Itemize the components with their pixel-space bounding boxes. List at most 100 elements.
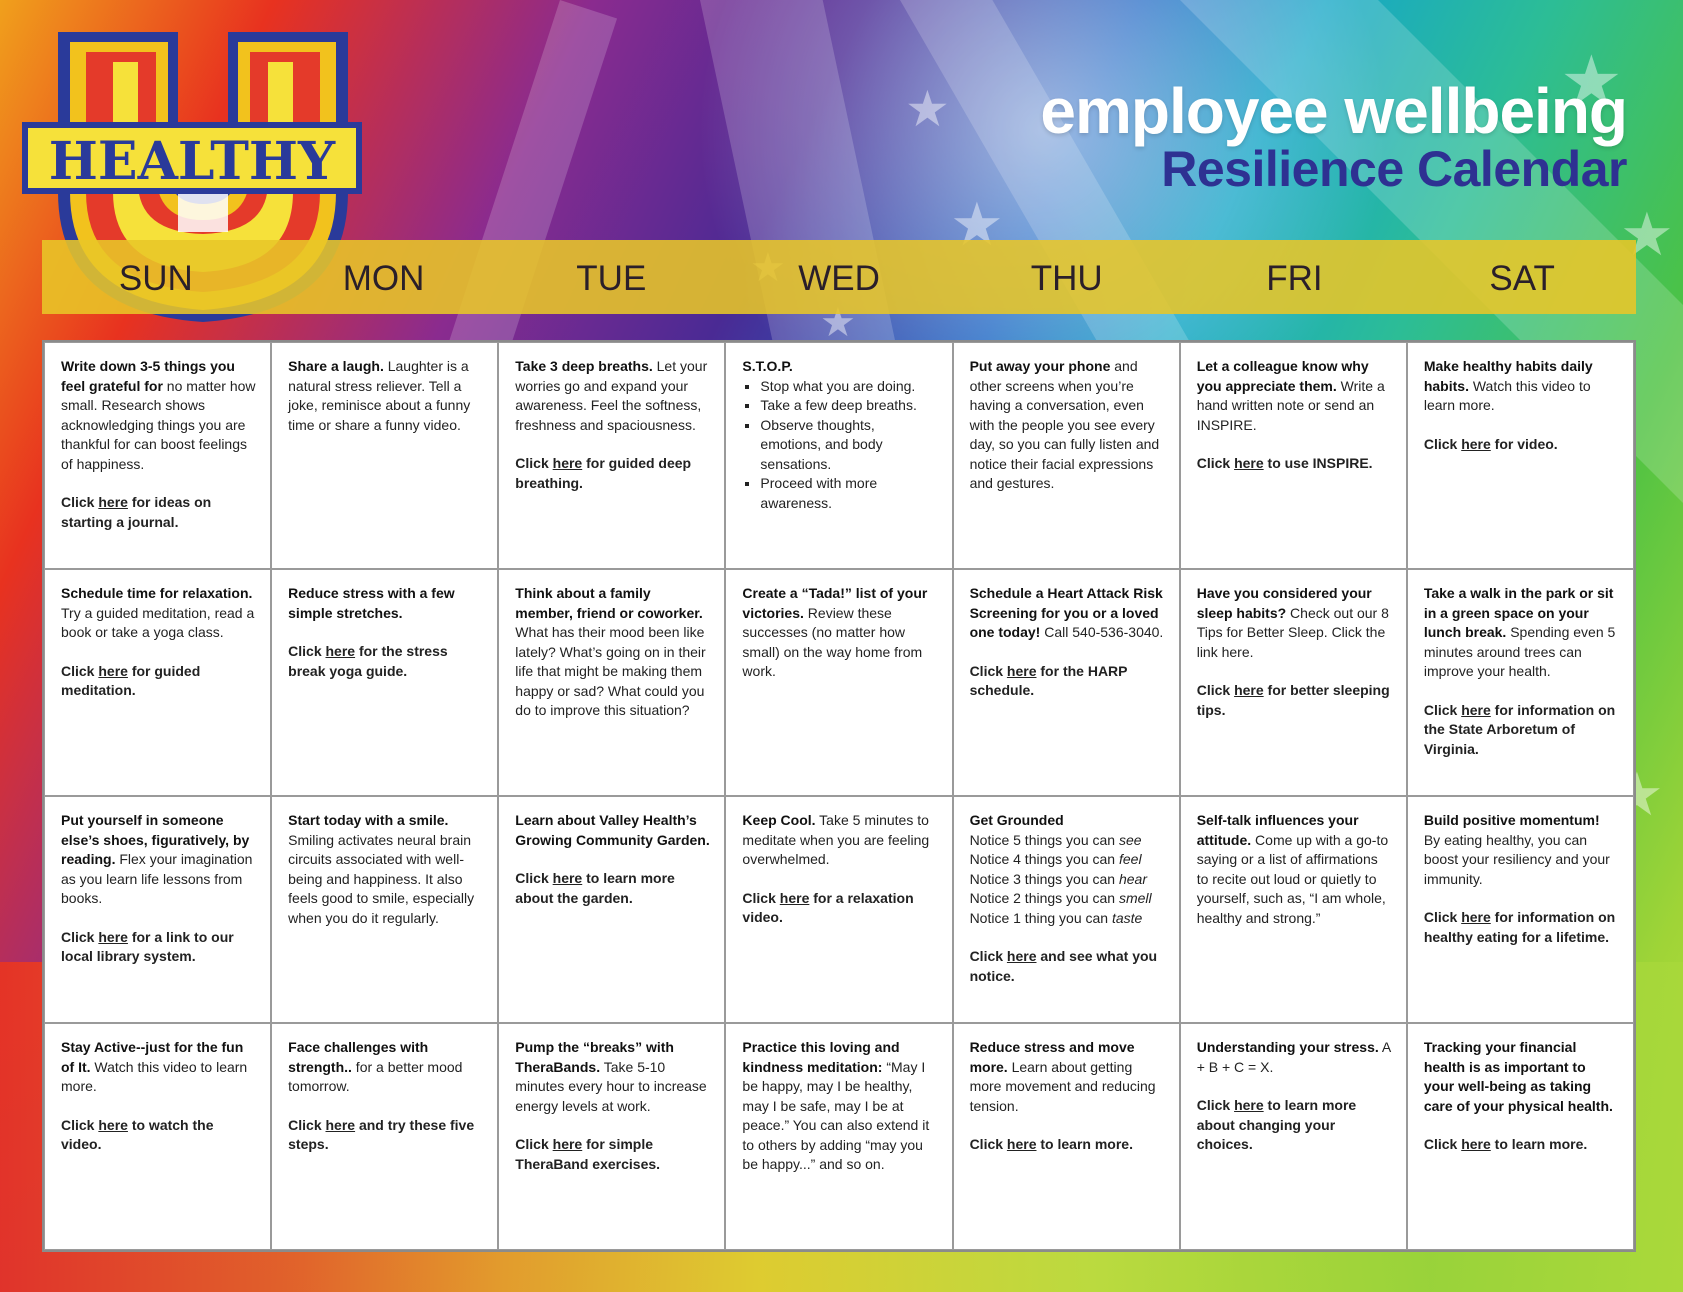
cell-line-text: Notice 4 things you can	[969, 851, 1119, 867]
calendar-cell: Stay Active--just for the fun of It. Wat…	[44, 1023, 272, 1250]
here-link[interactable]: here	[1234, 455, 1264, 471]
cell-link-line: Click here to use INSPIRE.	[1197, 454, 1392, 474]
cell-heading: Share a laugh.	[288, 358, 384, 374]
link-suffix: for information on the State Arboretum o…	[1423, 701, 1616, 757]
calendar-cell: Take a walk in the park or sit in a gree…	[1406, 569, 1634, 796]
cell-link-line: Click here for a relaxation video.	[742, 889, 937, 928]
click-prefix: Click	[1196, 1097, 1235, 1113]
day-sat: SAT	[1489, 259, 1555, 298]
here-link[interactable]: here	[779, 889, 810, 906]
here-link[interactable]: here	[1006, 1136, 1037, 1152]
click-prefix: Click	[1196, 682, 1235, 698]
calendar-cell: Pump the “breaks” with TheraBands. Take …	[498, 1023, 726, 1250]
calendar-cell: Think about a family member, friend or c…	[498, 569, 726, 796]
cell-link-line: Click here and try these five steps.	[288, 1116, 483, 1155]
cell-body-text: Write a hand written note or send an INS…	[1196, 377, 1385, 433]
cell-description: Stay Active--just for the fun of It. Wat…	[61, 1038, 256, 1097]
cell-heading: Let a colleague know why you appreciate …	[1196, 358, 1369, 394]
calendar-cell: Keep Cool. Take 5 minutes to meditate wh…	[725, 796, 953, 1023]
day-tue: TUE	[576, 259, 647, 298]
link-suffix: for ideas on starting a journal.	[61, 494, 212, 530]
calendar-cell: Take 3 deep breaths. Let your worries go…	[498, 342, 726, 569]
cell-body-text: Call 540-536-3040.	[1040, 624, 1164, 640]
cell-description: Schedule a Heart Attack Risk Screening f…	[970, 584, 1165, 643]
calendar-grid: Write down 3-5 things you feel grateful …	[42, 340, 1636, 1252]
here-link[interactable]: here	[98, 494, 128, 510]
calendar-cell: Schedule a Heart Attack Risk Screening f…	[952, 569, 1180, 796]
cell-description: Think about a family member, friend or c…	[515, 584, 710, 721]
here-link[interactable]: here	[1461, 1136, 1491, 1152]
cell-heading: Reduce stress with a few simple stretche…	[288, 585, 455, 621]
here-link[interactable]: here	[1234, 682, 1264, 698]
here-link[interactable]: here	[98, 662, 128, 679]
title-employee-wellbeing: employee wellbeing	[1040, 75, 1628, 147]
calendar-cell: Put away your phone and other screens wh…	[952, 342, 1180, 569]
cell-body-text: Come up with a go-to saying or a list of…	[1196, 831, 1389, 926]
cell-line: Notice 1 thing you can taste	[970, 909, 1165, 929]
calendar-cell: Self-talk influences your attitude. Come…	[1179, 796, 1407, 1023]
cell-description: Get Grounded	[970, 811, 1165, 831]
here-link[interactable]: here	[98, 1116, 128, 1133]
click-prefix: Click	[969, 1136, 1007, 1152]
cell-description: Understanding your stress. A + B + C = X…	[1197, 1038, 1392, 1077]
cell-heading: Learn about Valley Health’s Growing Comm…	[515, 812, 710, 848]
here-link[interactable]: here	[1461, 909, 1491, 925]
here-link[interactable]: here	[1461, 435, 1491, 452]
cell-body-text: Flex your imagination as you learn life …	[61, 851, 253, 906]
cell-description: Take a walk in the park or sit in a gree…	[1424, 584, 1619, 682]
here-link[interactable]: here	[1461, 701, 1491, 718]
here-link[interactable]: here	[1006, 948, 1037, 964]
cell-body-text: Take 5 minutes to meditate when you are …	[742, 812, 930, 867]
cell-line: Notice 5 things you can see	[970, 831, 1165, 851]
cell-link-line: Click here for a link to our local libra…	[61, 928, 256, 967]
cell-line-emphasis: taste	[1111, 909, 1143, 926]
link-suffix: to learn more.	[1036, 1136, 1133, 1152]
here-link[interactable]: here	[98, 928, 128, 945]
cell-description: Practice this loving and kindness medita…	[742, 1038, 937, 1175]
here-link[interactable]: here	[552, 455, 583, 471]
cell-body-text: By eating healthy, you can boost your re…	[1423, 831, 1610, 887]
link-suffix: and try these five steps.	[288, 1116, 475, 1153]
click-prefix: Click	[288, 1116, 326, 1133]
calendar-cell: Make healthy habits daily habits. Watch …	[1406, 342, 1634, 569]
cell-description: Write down 3-5 things you feel grateful …	[61, 357, 256, 474]
cell-heading: Reduce stress and move more.	[969, 1039, 1135, 1075]
cell-description: Build positive momentum! By eating healt…	[1424, 811, 1619, 889]
link-suffix: for video.	[1490, 435, 1558, 452]
cell-description: Have you considered your sleep habits? C…	[1197, 584, 1392, 662]
here-link[interactable]: here	[325, 1116, 356, 1133]
cell-heading: Have you considered your sleep habits?	[1196, 585, 1372, 621]
calendar-cell: Write down 3-5 things you feel grateful …	[44, 342, 272, 569]
cell-heading: Self-talk influences your attitude.	[1196, 812, 1359, 848]
cell-link-line: Click here to learn more.	[970, 1135, 1165, 1155]
link-suffix: for simple TheraBand exercises.	[515, 1136, 661, 1172]
cell-line-text: Notice 3 things you can	[969, 870, 1119, 887]
cell-body-text: “May I be happy, may I be healthy, may I…	[742, 1058, 930, 1173]
cell-heading: Schedule a Heart Attack Risk Screening f…	[969, 585, 1163, 640]
cell-description: Tracking your financial health is as imp…	[1424, 1038, 1619, 1116]
cell-body-text: Watch this video to learn more.	[1423, 377, 1591, 414]
cell-description: Put yourself in someone else’s shoes, fi…	[61, 811, 256, 909]
cell-body-text: Review these successes (no matter how sm…	[742, 604, 923, 680]
calendar-cell: Reduce stress with a few simple stretche…	[271, 569, 499, 796]
here-link[interactable]: here	[1234, 1097, 1264, 1113]
here-link[interactable]: here	[1006, 662, 1037, 679]
cell-heading: Understanding your stress.	[1196, 1039, 1379, 1055]
cell-description: Reduce stress with a few simple stretche…	[288, 584, 483, 623]
calendar-cell: Put yourself in someone else’s shoes, fi…	[44, 796, 272, 1023]
here-link[interactable]: here	[552, 1136, 583, 1152]
calendar-cell: Have you considered your sleep habits? C…	[1179, 569, 1407, 796]
cell-heading: Pump the “breaks” with TheraBands.	[515, 1039, 674, 1075]
calendar-cell: Understanding your stress. A + B + C = X…	[1179, 1023, 1407, 1250]
here-link[interactable]: here	[552, 870, 583, 886]
cell-link-line: Click here for ideas on starting a journ…	[61, 493, 256, 532]
cell-link-line: Click here and see what you notice.	[970, 947, 1165, 986]
cell-body-text: Watch this video to learn more.	[61, 1058, 248, 1095]
click-prefix: Click	[1423, 701, 1462, 718]
click-prefix: Click	[61, 1116, 99, 1133]
cell-line-emphasis: hear	[1118, 870, 1148, 887]
cell-body-text: no matter how small. Research shows ackn…	[61, 377, 256, 472]
cell-description: Create a “Tada!” list of your victories.…	[742, 584, 937, 682]
link-suffix: for information on healthy eating for a …	[1423, 909, 1616, 945]
here-link[interactable]: here	[325, 643, 356, 659]
